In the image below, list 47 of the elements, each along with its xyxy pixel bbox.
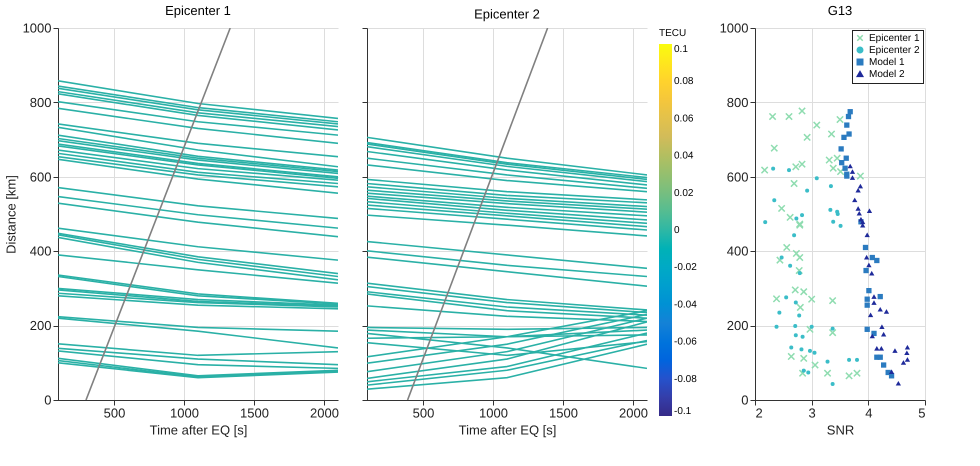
x-tick-label: 1000: [479, 406, 508, 420]
x-tick-label: 5: [918, 406, 926, 420]
color-bar-title: TECU: [659, 28, 686, 39]
x-tick-label: 2000: [310, 406, 339, 420]
x-tick-label: 1500: [549, 406, 578, 420]
x-tick-label: 4: [865, 406, 872, 420]
color-bar-label: 0.06: [674, 113, 694, 124]
x-axis-title: Time after EQ [s]: [150, 422, 248, 438]
color-bar-label: -0.02: [674, 262, 698, 274]
color-bar-label: 0.1: [674, 44, 688, 55]
x-tick-label: 500: [104, 406, 126, 420]
y-tick-label: 0: [44, 392, 52, 408]
x-tick-label: 500: [412, 406, 434, 420]
color-bar-label: -0.08: [674, 374, 698, 385]
y-tick-label: 600: [726, 169, 748, 184]
chart-title: G13: [828, 3, 852, 18]
x-axis-title: Time after EQ [s]: [458, 422, 556, 438]
chart-title: Epicenter 1: [165, 3, 231, 18]
color-bar-label: -0.04: [674, 299, 698, 310]
y-tick-label: 600: [30, 169, 52, 184]
y-tick-label: 800: [726, 94, 748, 110]
x-tick-label: 1500: [240, 406, 269, 420]
y-tick-label: 400: [726, 244, 748, 259]
y-tick-label: 1000: [22, 20, 52, 36]
x-tick-label: 3: [808, 406, 816, 420]
y-tick-label: 0: [741, 392, 748, 408]
x-tick-label: 2: [756, 406, 763, 420]
color-bar-label: 0.08: [674, 76, 694, 88]
legend-label: Model 2: [869, 69, 906, 80]
x-axis-title: SNR: [826, 422, 854, 438]
y-tick-label: 200: [30, 318, 52, 334]
y-tick-label: 400: [30, 244, 52, 259]
legend-label: Epicenter 1: [869, 33, 920, 44]
x-tick-label: 2000: [619, 406, 648, 420]
y-tick-label: 800: [30, 94, 52, 110]
color-bar-label: 0.02: [674, 188, 694, 199]
y-tick-label: 200: [726, 318, 748, 334]
x-tick-label: 1000: [170, 406, 199, 420]
legend-label: Epicenter 2: [869, 45, 920, 56]
color-bar-label: -0.06: [674, 336, 698, 348]
color-bar-label: -0.1: [674, 406, 692, 417]
color-bar-label: 0.04: [674, 150, 694, 162]
chart-title: Epicenter 2: [474, 6, 540, 22]
legend-label: Model 1: [869, 57, 906, 68]
y-axis-title: Distance [km]: [4, 175, 19, 254]
color-bar-label: 0: [674, 225, 680, 236]
y-tick-label: 1000: [720, 20, 748, 36]
